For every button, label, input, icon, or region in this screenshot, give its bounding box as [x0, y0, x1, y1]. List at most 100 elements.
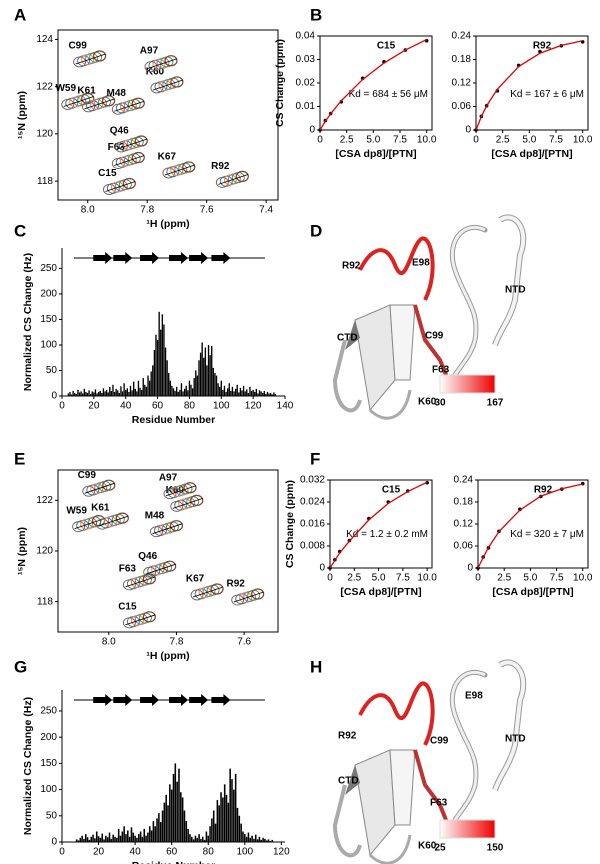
shift-arrow: [164, 164, 195, 176]
peak-label: K61: [91, 503, 110, 514]
bar: [203, 839, 206, 842]
bar: [148, 826, 151, 842]
bar: [163, 802, 166, 842]
beta-strand: [211, 694, 231, 706]
beta-strand: [93, 252, 113, 264]
x-tick-label: 100: [213, 401, 230, 412]
bar: [225, 391, 227, 396]
bar: [251, 835, 253, 842]
peak-label: M48: [107, 88, 127, 99]
peak: [142, 611, 156, 623]
x-axis-label: [CSA dp8]/[PTN]: [491, 148, 572, 160]
bar: [265, 840, 268, 842]
chart: 0 2.5 5.0 7.5 10.0 0 0.06 0.12 0.18 0.24 [CSA dp8]…: [454, 475, 593, 598]
peak: [183, 482, 197, 494]
bar: [161, 314, 164, 396]
bar: [222, 389, 224, 396]
bar: [269, 840, 272, 842]
bar: [144, 384, 146, 396]
bar: [209, 826, 211, 842]
bar: [183, 388, 186, 396]
bar: [105, 835, 107, 842]
fit-line: [477, 483, 583, 569]
peak: [164, 55, 178, 67]
peak-label: C15: [98, 168, 117, 179]
bar: [182, 391, 184, 396]
bar: [252, 389, 254, 396]
y-tick-label: 0: [51, 837, 57, 848]
shift-arrow: [117, 138, 148, 150]
x-tick-label: 7.8: [170, 637, 184, 648]
structure-label: NTD: [505, 734, 526, 745]
bar: [102, 388, 105, 396]
bar: [147, 832, 149, 842]
bar: [234, 388, 237, 396]
bar: [268, 393, 270, 396]
shift-arrow: [125, 614, 156, 626]
bar: [164, 347, 167, 396]
beta-strand: [189, 694, 209, 706]
bar: [136, 391, 138, 396]
structure-label: C99: [430, 736, 449, 747]
bar: [255, 388, 258, 396]
bar: [121, 831, 124, 842]
bar: [207, 835, 210, 842]
bar: [180, 383, 183, 396]
y-tick-label: 200: [40, 732, 57, 743]
y-tick-label: 50: [46, 365, 58, 376]
bar: [188, 380, 191, 396]
structure-label: CTD: [338, 776, 359, 787]
bar: [206, 365, 208, 396]
bar: [193, 378, 195, 396]
beta-strand: [169, 252, 189, 264]
y-tick-label: 0: [319, 563, 325, 574]
bar: [93, 392, 95, 396]
bar: [207, 344, 210, 396]
bar: [128, 836, 131, 842]
bar: [240, 823, 242, 842]
bar: [78, 392, 81, 396]
bar: [254, 834, 257, 842]
bar: [110, 390, 113, 396]
shift-arrow: [152, 79, 184, 91]
bar: [79, 837, 82, 842]
peak: [131, 151, 145, 164]
bar: [169, 784, 171, 842]
x-axis-label: [CSA dp8]/[PTN]: [492, 586, 573, 598]
bar: [172, 388, 175, 396]
shift-arrow: [172, 497, 203, 509]
bar: [95, 831, 98, 842]
x-tick-label: 5.0: [372, 573, 386, 584]
y-tick-label: 122: [36, 495, 53, 506]
structure-label: E98: [465, 691, 483, 702]
annotation: Kd = 167 ± 6 μM: [510, 89, 584, 100]
bar: [263, 390, 265, 396]
plot-frame: [57, 29, 279, 201]
y-tick-label: 0.032: [300, 475, 325, 486]
y-tick-label: 0.024: [300, 497, 325, 508]
bar: [106, 837, 109, 842]
bar: [250, 390, 253, 396]
x-tick-label: 10.0: [573, 573, 593, 584]
bar: [211, 345, 213, 396]
bar: [134, 388, 136, 396]
peak: [115, 512, 129, 524]
bar: [271, 394, 273, 396]
x-tick-label: 2.5: [496, 135, 510, 146]
peak: [235, 170, 249, 182]
bar: [222, 797, 224, 842]
bar: [215, 375, 218, 396]
bar: [178, 768, 180, 842]
peak: [81, 92, 95, 105]
bar: [159, 822, 162, 842]
bar: [262, 837, 264, 842]
bar: [163, 324, 165, 396]
bar: [105, 389, 108, 396]
x-tick-label: 40: [130, 847, 142, 858]
x-tick-label: 7.6: [200, 205, 214, 216]
y-tick-label: 0.02: [296, 78, 316, 89]
bar: [180, 792, 182, 842]
bar: [176, 386, 178, 396]
bar: [223, 385, 226, 396]
beta-strand: [211, 252, 231, 264]
